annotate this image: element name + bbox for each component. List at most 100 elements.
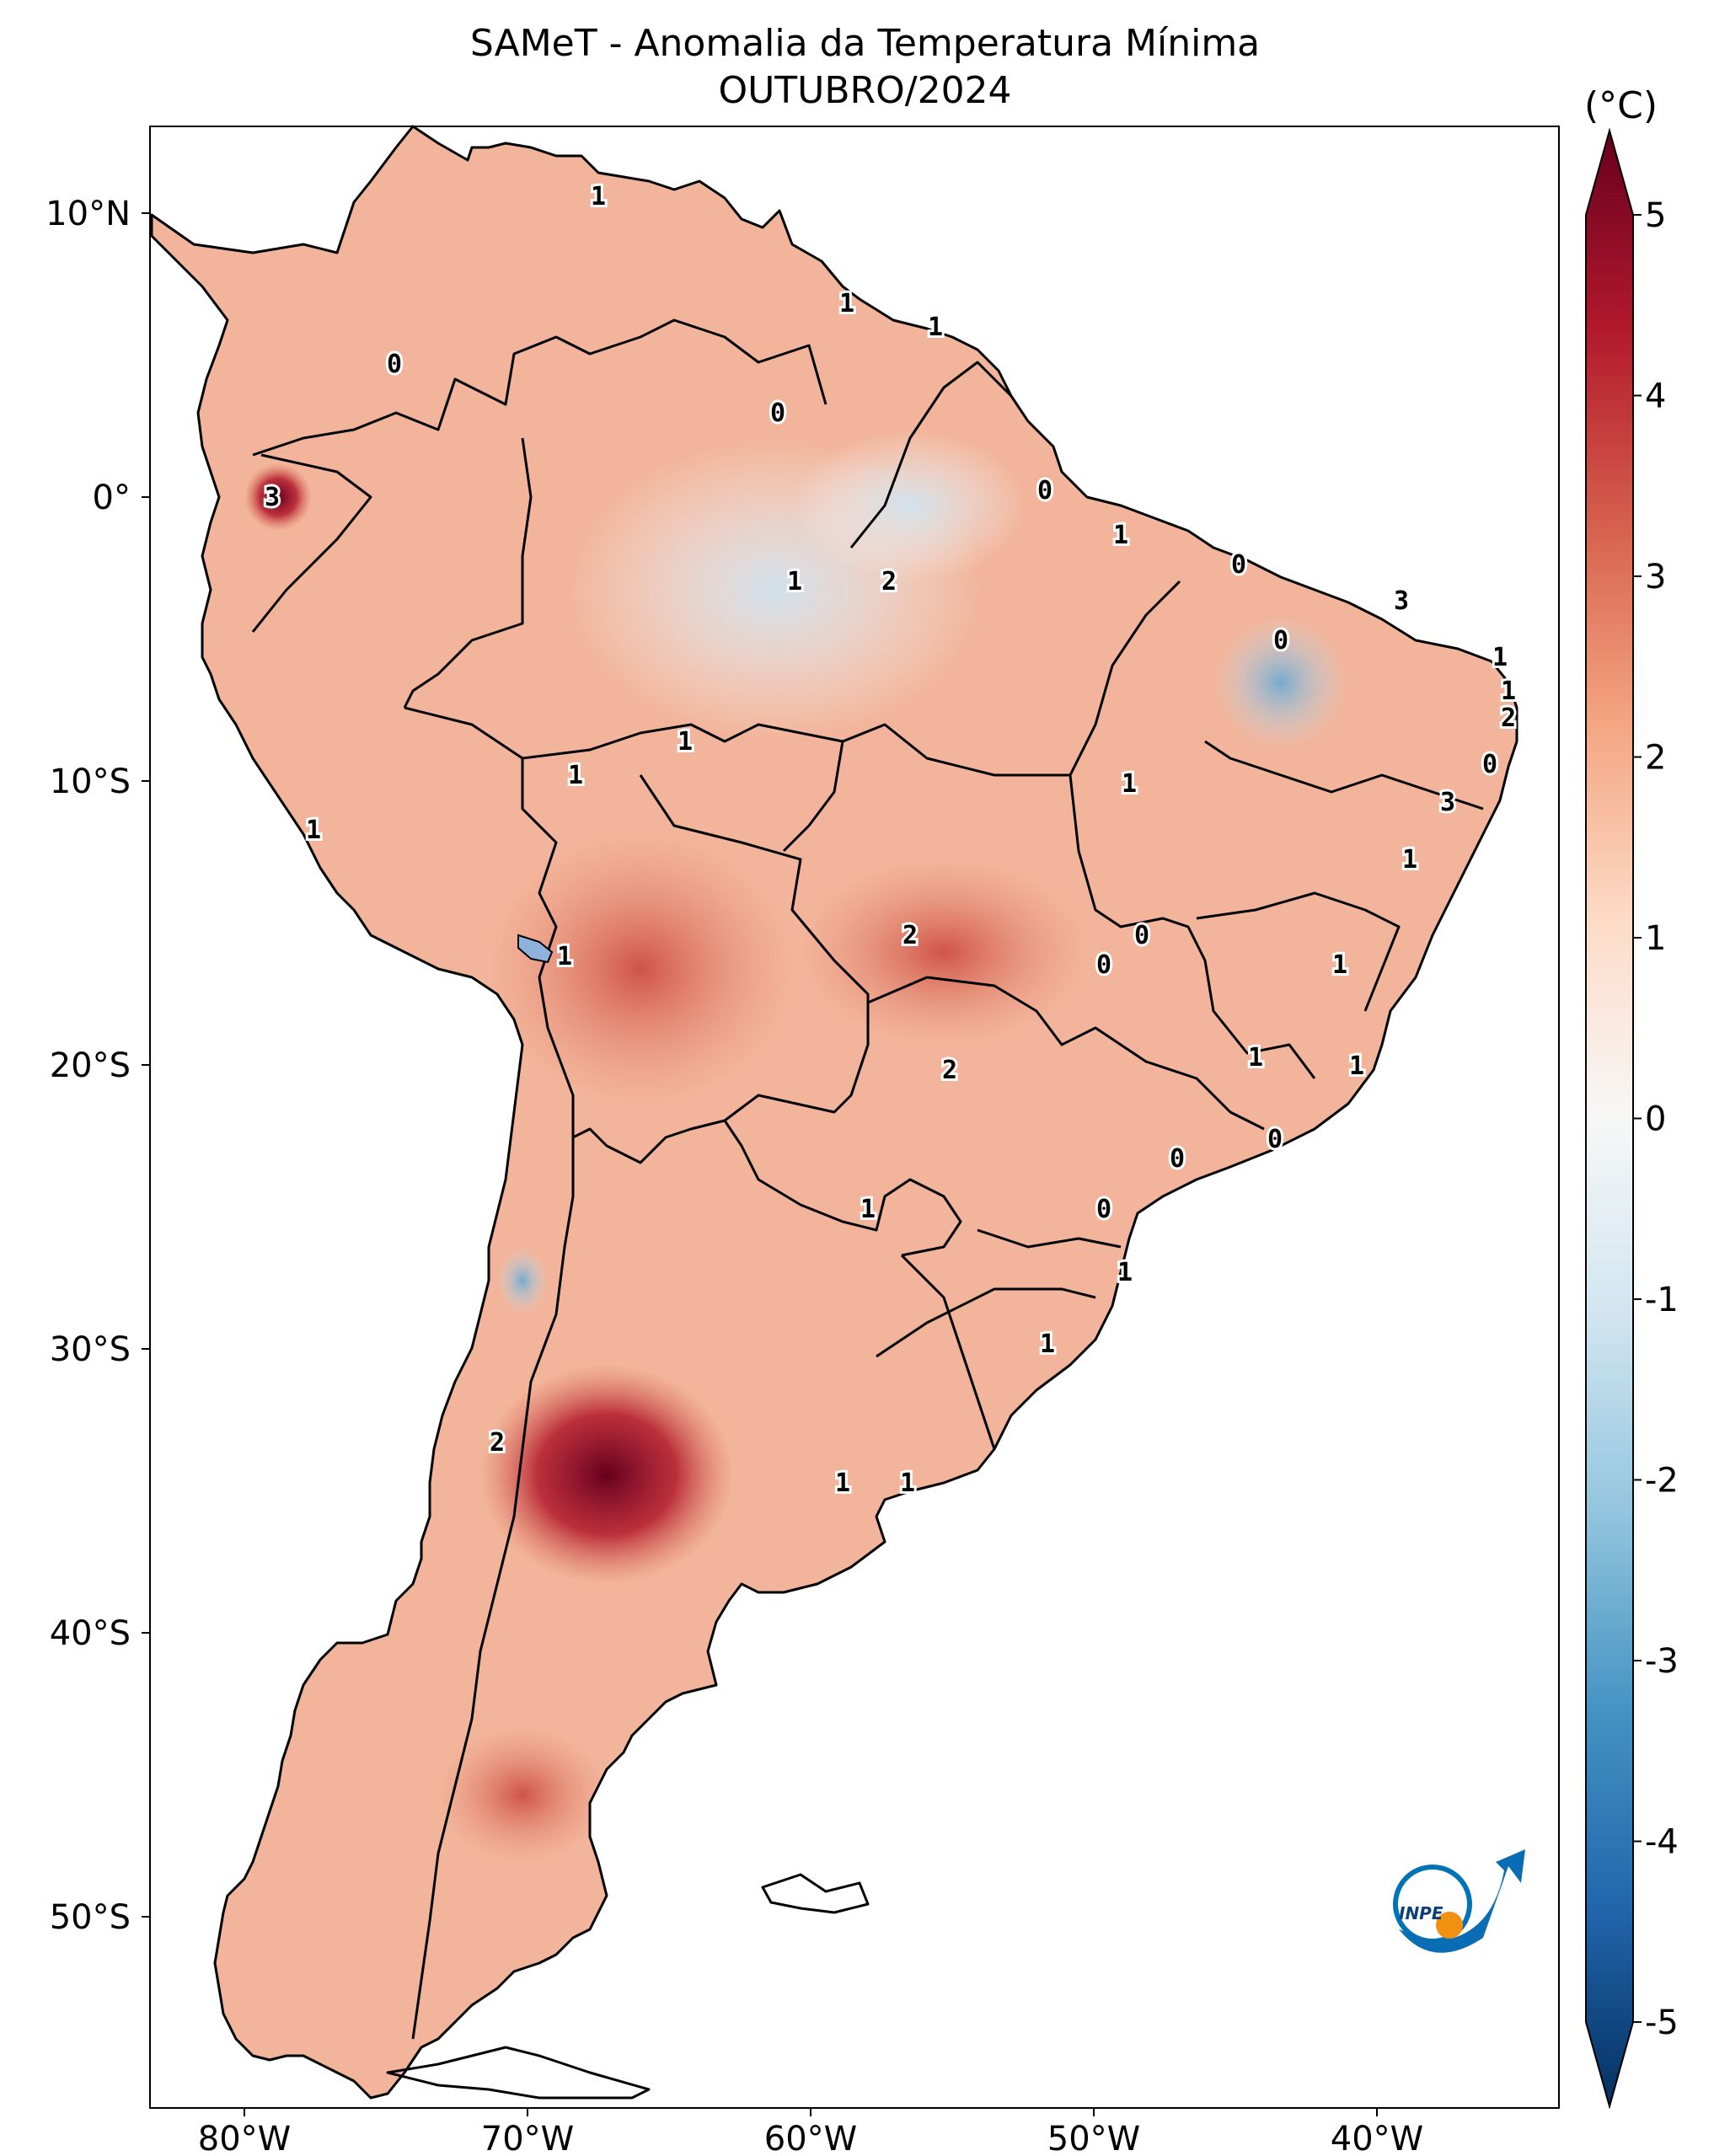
border-brazil-states-east [1196,891,1401,1012]
contour-label: 1 [1332,950,1347,980]
contour-label: 1 [839,289,854,318]
contour-label: 1 [591,182,606,211]
colorbar-unit: (°C) [1584,84,1658,127]
border-parana-sc [977,1228,1122,1249]
contour-label: 0 [1037,476,1052,506]
cb-tick-label: 2 [1645,739,1666,778]
border-brazil-states-south [867,976,1265,1131]
border-brazil-states-central [1069,774,1316,1079]
logo-swoosh [1399,1849,1525,1953]
logo-sun [1436,1912,1463,1939]
contour-label: 1 [1501,677,1516,706]
contour-label: 1 [1402,845,1417,875]
lon-tick-label: 50°W [1047,2120,1140,2156]
border-chile-argentina [411,1137,575,2040]
lon-tick-label: 40°W [1331,2120,1423,2156]
mato-grosso-warm-zone [801,859,1087,1045]
contour-label: 1 [1248,1043,1263,1073]
continent-outline [150,125,1518,2100]
contour-label: 1 [306,816,321,845]
ecuador-hotspot [244,463,312,531]
cb-tick-label: 0 [1645,1100,1666,1139]
contour-label: 1 [678,727,693,757]
contour-label: 1 [928,313,943,342]
lat-tick-label: 10°N [46,195,131,233]
map-subtitle: OUTUBRO/2024 [718,69,1012,112]
north-brazil-cool-zone [792,430,1028,581]
falklands [761,1873,870,1914]
colorbar: 5 4 3 2 1 0 -1 -2 -3 -4 -5 [1585,127,1679,2110]
lat-tick-label: 30°S [50,1330,131,1369]
colorbar-ticks: 5 4 3 2 1 0 -1 -2 -3 -4 -5 [1633,196,1679,2042]
cb-tick-label: -1 [1645,1281,1679,1319]
cb-tick-label: -3 [1645,1642,1679,1681]
logo-ring [1393,1864,1472,1944]
border-ecuador-peru [251,453,372,633]
cb-tick-label: 4 [1645,377,1666,416]
border-bolivia-brazil [572,774,870,1164]
contour-label: 0 [1273,626,1288,655]
contour-label: 1 [835,1469,850,1498]
contour-label: 1 [860,1195,876,1224]
contour-labels: 1 0 1 1 0 0 3 0 1 1 0 3 1 1 1 2 0 3 1 1 … [262,179,1518,1501]
contour-label: 0 [387,350,402,379]
lat-tick-label: 50°S [50,1898,131,1937]
contour-label: 2 [490,1428,505,1458]
cb-tick-label: 1 [1645,919,1666,958]
contour-label: 3 [1394,586,1409,616]
lat-tick-label: 40°S [50,1614,131,1653]
lat-tick-label: 0° [93,479,131,517]
contour-label: 0 [1096,1195,1111,1224]
border-colombia-peru [403,437,533,709]
contour-label: 2 [881,567,897,597]
border-guianas [849,361,1013,548]
piaui-cool-zone [1213,615,1348,750]
contour-label: 0 [1482,750,1497,779]
contour-label: 0 [1134,921,1149,950]
contour-label: 2 [1501,704,1516,733]
lon-tick-label: 70°W [481,2120,574,2156]
contour-label: 1 [1349,1051,1364,1081]
contour-label: 0 [1267,1125,1283,1154]
contour-label: 1 [900,1469,915,1498]
patagonia-warm-zone [438,1727,607,1862]
lon-axis: 80°W 70°W 60°W 50°W 40°W [198,2108,1423,2156]
contour-label: 2 [942,1056,957,1085]
contour-label: 0 [770,399,785,428]
lat-axis: 10°N 0° 10°S 20°S 30°S 40°S 50°S [46,195,150,1937]
cb-tick-label: 3 [1645,558,1666,597]
chile-cool-zone [497,1247,548,1314]
lon-tick-label: 60°W [764,2120,857,2156]
border-colombia-brazil [252,318,828,457]
contour-label: 2 [902,921,918,950]
contour-label: 1 [568,761,583,790]
border-peru-bolivia [521,758,575,1137]
border-brazil-states-ne [1204,740,1484,811]
cb-tick-label: 5 [1645,196,1666,235]
contour-label: 1 [1122,769,1137,799]
cb-tick-label: -4 [1645,1823,1679,1862]
cb-tick-label: -2 [1645,1462,1679,1501]
contour-label: 0 [1096,950,1111,980]
contour-label: 3 [265,483,280,512]
border-brazil-west [782,741,844,853]
contour-label: 1 [1040,1329,1055,1359]
border-paraguay [723,1120,962,1257]
tierra-del-fuego [386,2046,651,2100]
map-title: SAMeT - Anomalia da Temperatura Mínima [469,22,1261,65]
contour-label: 1 [1117,1258,1133,1287]
contour-label: 1 [557,942,572,971]
logo-text: INPE [1399,1903,1443,1923]
cb-tick-label: -5 [1645,2004,1679,2042]
contour-label: 1 [1492,643,1508,672]
lake-titicaca [517,934,554,964]
border-peru-brazil [404,706,844,760]
contour-label: 1 [787,567,802,597]
inpe-logo: INPE [1393,1849,1525,1953]
bolivia-warm-zone [489,834,792,1104]
colorbar-bar [1585,127,1634,2110]
lon-tick-label: 80°W [198,2120,291,2156]
border-rs [876,1287,1096,1358]
contour-label: 3 [1440,788,1455,817]
border-argentina-uruguay [900,1254,996,1450]
